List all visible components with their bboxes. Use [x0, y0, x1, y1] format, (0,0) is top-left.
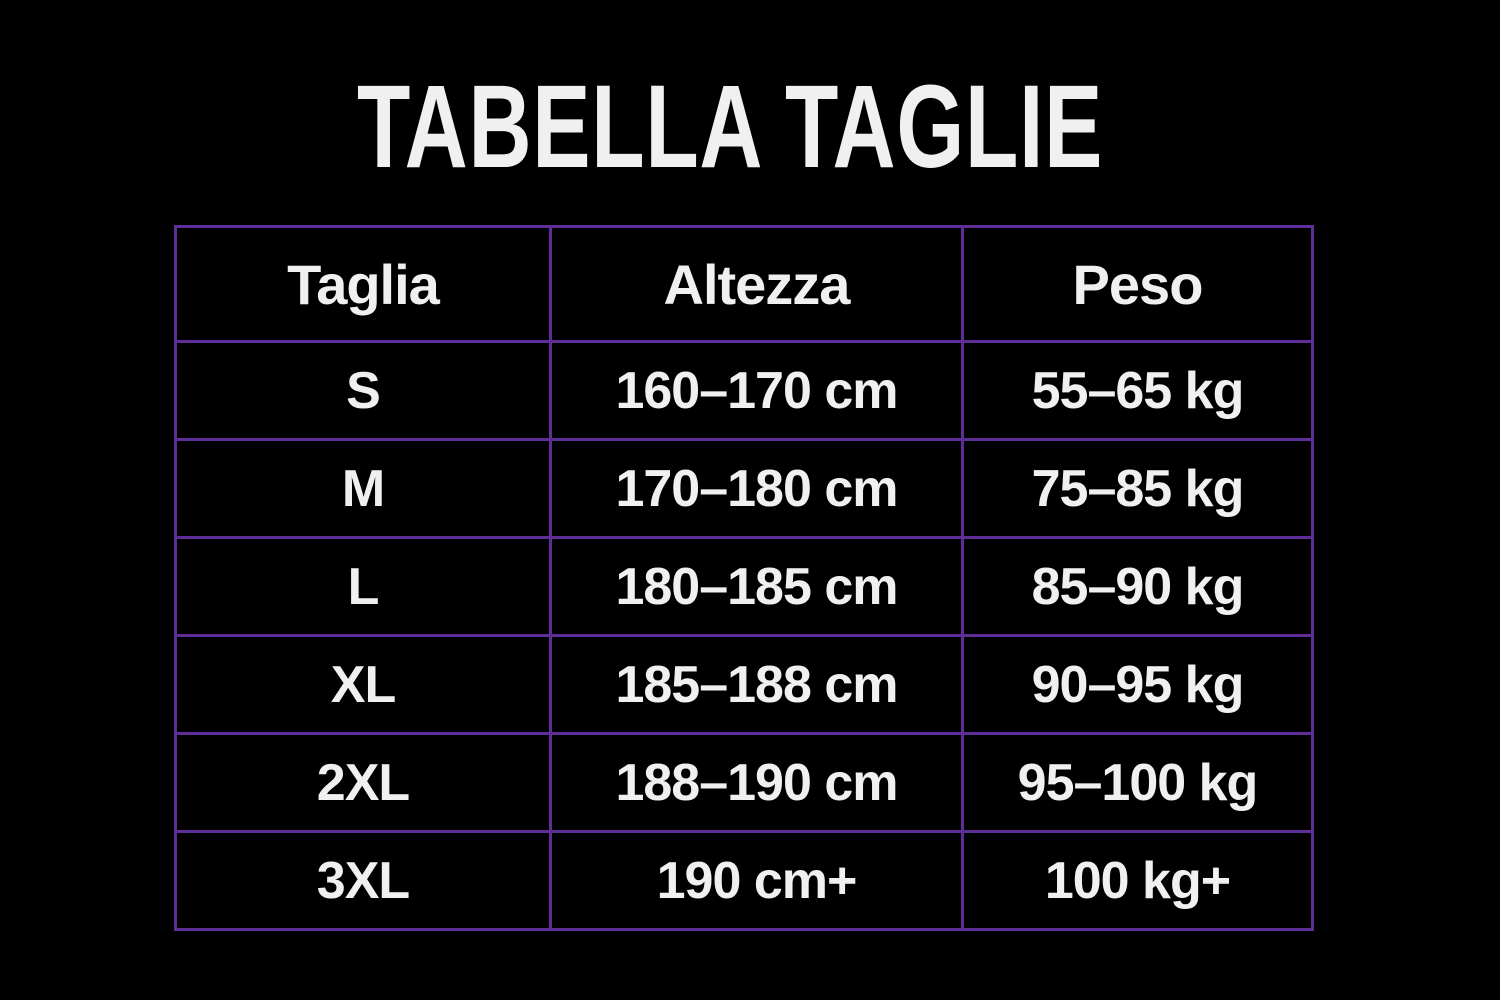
weight-cell: 55–65 kg	[960, 340, 1315, 441]
size-cell: 2XL	[174, 732, 552, 833]
header-taglia: Taglia	[174, 225, 552, 343]
size-cell: XL	[174, 634, 552, 735]
height-cell: 190 cm+	[548, 830, 964, 931]
size-table: Taglia Altezza Peso S 160–170 cm 55–65 kg M…	[174, 225, 1315, 931]
table-row: M 170–180 cm 75–85 kg	[174, 438, 1315, 539]
height-cell: 160–170 cm	[548, 340, 964, 441]
header-row: Taglia Altezza Peso	[174, 225, 1315, 343]
weight-cell: 75–85 kg	[960, 438, 1315, 539]
size-cell: M	[174, 438, 552, 539]
title-text: TABELLA TAGLIE	[356, 61, 1104, 193]
table-row: 3XL 190 cm+ 100 kg+	[174, 830, 1315, 931]
header-peso: Peso	[960, 225, 1315, 343]
size-cell: L	[174, 536, 552, 637]
table-row: 2XL 188–190 cm 95–100 kg	[174, 732, 1315, 833]
size-cell: 3XL	[174, 830, 552, 931]
weight-cell: 90–95 kg	[960, 634, 1315, 735]
weight-cell: 100 kg+	[960, 830, 1315, 931]
weight-cell: 95–100 kg	[960, 732, 1315, 833]
size-cell: S	[174, 340, 552, 441]
table-row: S 160–170 cm 55–65 kg	[174, 340, 1315, 441]
height-cell: 185–188 cm	[548, 634, 964, 735]
table-row: L 180–185 cm 85–90 kg	[174, 536, 1315, 637]
page-title: TABELLA TAGLIE	[0, 62, 1460, 192]
weight-cell: 85–90 kg	[960, 536, 1315, 637]
height-cell: 180–185 cm	[548, 536, 964, 637]
height-cell: 170–180 cm	[548, 438, 964, 539]
table-row: XL 185–188 cm 90–95 kg	[174, 634, 1315, 735]
height-cell: 188–190 cm	[548, 732, 964, 833]
header-altezza: Altezza	[548, 225, 964, 343]
